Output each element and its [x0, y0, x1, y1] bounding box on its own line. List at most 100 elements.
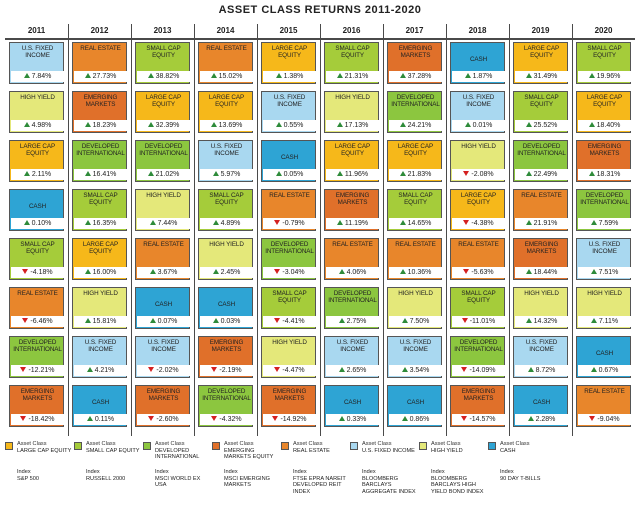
- return-value: 2.45%: [200, 267, 253, 278]
- return-value: 0.86%: [389, 414, 442, 425]
- asset-name: HIGH YIELD: [335, 94, 370, 101]
- asset-tile-small-cap: SMALL CAP EQUITY -4.41%: [261, 287, 316, 329]
- return-value: 16.35%: [74, 218, 127, 229]
- down-arrow-icon: [211, 416, 218, 421]
- asset-name: REAL ESTATE: [80, 45, 121, 52]
- asset-name: CASH: [280, 154, 299, 161]
- up-arrow-icon: [338, 367, 345, 372]
- asset-tile-cash: CASH 0.11%: [72, 385, 127, 427]
- return-text: 7.11%: [598, 318, 619, 325]
- year-column-2013: 2013 SMALL CAP EQUITY 38.82% LARGE CAP EQUI…: [131, 24, 194, 436]
- up-arrow-icon: [399, 171, 406, 176]
- return-text: 14.65%: [407, 220, 432, 227]
- up-arrow-icon: [149, 318, 156, 323]
- legend-index: Index BLOOMBERG BARCLAYS AGGREGATE INDEX: [362, 469, 418, 495]
- return-value: 16.41%: [74, 169, 127, 180]
- return-value: 0.67%: [578, 365, 631, 376]
- asset-name: SMALL CAP EQUITY: [20, 241, 55, 256]
- return-text: 0.33%: [346, 416, 367, 423]
- return-text: -6.46%: [30, 318, 53, 325]
- return-value: 1.87%: [452, 71, 505, 82]
- return-text: 18.44%: [533, 269, 558, 276]
- down-arrow-icon: [461, 416, 468, 421]
- return-text: 7.44%: [157, 220, 178, 227]
- legend-index-prefix: Index: [224, 469, 238, 475]
- asset-tile-small-cap: SMALL CAP EQUITY 4.89%: [198, 189, 253, 231]
- up-arrow-icon: [84, 220, 91, 225]
- up-arrow-icon: [590, 318, 597, 323]
- year-column-2014: 2014 REAL ESTATE 15.02% LARGE CAP EQUITY 13.…: [194, 24, 257, 436]
- up-arrow-icon: [23, 122, 30, 127]
- up-arrow-icon: [212, 318, 219, 323]
- down-arrow-icon: [20, 367, 27, 372]
- column-divider: [383, 24, 384, 436]
- return-text: 2.65%: [346, 367, 367, 374]
- asset-name: HIGH YIELD: [146, 192, 181, 199]
- asset-name: REAL ESTATE: [521, 192, 562, 199]
- year-header: 2012: [68, 24, 131, 40]
- return-value: 4.06%: [326, 267, 379, 278]
- down-arrow-icon: [272, 416, 279, 421]
- return-value: 31.49%: [515, 71, 568, 82]
- asset-tile-emerging: EMERGING MARKETS 18.44%: [513, 238, 568, 280]
- legend-prefix: Asset Class: [155, 441, 185, 447]
- asset-name: CASH: [343, 399, 362, 406]
- year-header: 2016: [320, 24, 383, 40]
- up-arrow-icon: [525, 220, 532, 225]
- legend-asset-class: Asset Class SMALL CAP EQUITY: [86, 441, 142, 454]
- up-arrow-icon: [588, 122, 595, 127]
- return-text: 38.82%: [155, 73, 180, 80]
- asset-name: CASH: [154, 301, 173, 308]
- asset-tile-developed: DEVELOPED INTERNATIONAL 21.02%: [135, 140, 190, 182]
- legend-asset-name: CASH: [500, 447, 516, 454]
- legend-index-prefix: Index: [431, 469, 445, 475]
- up-arrow-icon: [338, 318, 345, 323]
- return-text: 17.13%: [344, 122, 369, 129]
- asset-tile-large-cap: LARGE CAP EQUITY 18.40%: [576, 91, 631, 133]
- year-column-2011: 2011 U.S. FIXED INCOME 7.84% HIGH YIELD 4.98…: [5, 24, 68, 436]
- up-arrow-icon: [84, 73, 91, 78]
- asset-name: SMALL CAP EQUITY: [524, 94, 559, 109]
- return-value: 18.44%: [515, 267, 568, 278]
- up-arrow-icon: [401, 318, 408, 323]
- asset-tile-large-cap: LARGE CAP EQUITY -4.38%: [450, 189, 505, 231]
- up-arrow-icon: [336, 122, 343, 127]
- return-value: 14.32%: [515, 316, 568, 327]
- year-header: 2017: [383, 24, 446, 40]
- return-text: 24.21%: [407, 122, 432, 129]
- column-divider: [68, 24, 69, 436]
- return-value: 27.73%: [74, 71, 127, 82]
- return-text: 4.06%: [346, 269, 367, 276]
- asset-tile-large-cap: LARGE CAP EQUITY 13.69%: [198, 91, 253, 133]
- asset-name: DEVELOPED INTERNATIONAL: [517, 143, 566, 158]
- legend-asset-name: HIGH YIELD: [431, 447, 463, 454]
- up-arrow-icon: [338, 416, 345, 421]
- asset-name: DEVELOPED INTERNATIONAL: [202, 388, 251, 403]
- return-text: 2.11%: [31, 171, 52, 178]
- asset-name: SMALL CAP EQUITY: [335, 45, 370, 60]
- return-value: 7.59%: [578, 218, 631, 229]
- up-arrow-icon: [590, 269, 597, 274]
- asset-name: LARGE CAP EQUITY: [334, 143, 371, 158]
- asset-tile-real-estate: REAL ESTATE -0.79%: [261, 189, 316, 231]
- return-text: -4.32%: [219, 416, 242, 423]
- down-arrow-icon: [148, 416, 155, 421]
- asset-name: LARGE CAP EQUITY: [208, 94, 245, 109]
- up-arrow-icon: [525, 122, 532, 127]
- legend-index-name: BLOOMBERG BARCLAYS AGGREGATE INDEX: [362, 475, 416, 495]
- asset-tile-small-cap: SMALL CAP EQUITY 38.82%: [135, 42, 190, 84]
- down-arrow-icon: [22, 269, 29, 274]
- up-arrow-icon: [399, 220, 406, 225]
- return-value: -4.41%: [263, 316, 316, 327]
- asset-tile-us-fixed: U.S. FIXED INCOME 8.72%: [513, 336, 568, 378]
- asset-tile-emerging: EMERGING MARKETS -14.92%: [261, 385, 316, 427]
- down-arrow-icon: [274, 220, 281, 225]
- asset-name: U.S. FIXED INCOME: [21, 45, 54, 60]
- legend-asset-class: Asset Class CASH: [500, 441, 556, 454]
- up-arrow-icon: [275, 73, 282, 78]
- return-value: 0.01%: [452, 120, 505, 131]
- asset-tile-us-fixed: U.S. FIXED INCOME 0.55%: [261, 91, 316, 133]
- return-text: 2.75%: [346, 318, 367, 325]
- asset-tile-large-cap: LARGE CAP EQUITY 32.39%: [135, 91, 190, 133]
- return-value: 0.05%: [263, 169, 316, 180]
